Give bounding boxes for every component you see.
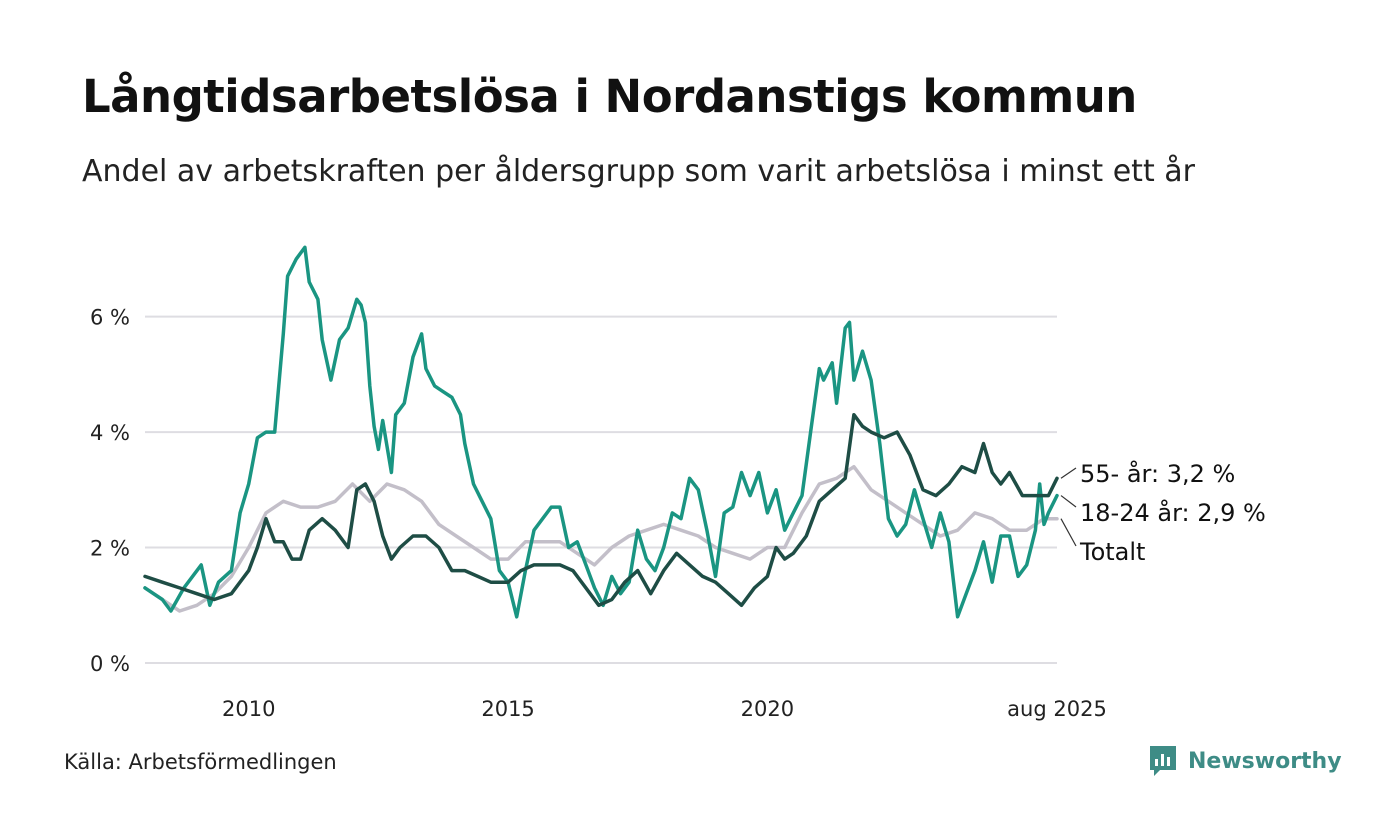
x-tick-label: aug 2025 (1007, 697, 1107, 721)
source-note: Källa: Arbetsförmedlingen (64, 750, 337, 774)
series-line (143, 412, 1059, 608)
y-axis-tick-labels: 0 % 2 % 4 % 6 % (90, 306, 130, 676)
series-end-label: 18-24 år: 2,9 % (1080, 498, 1266, 527)
y-tick-label: 4 % (90, 421, 130, 445)
series-lines (143, 245, 1059, 619)
brand-logo: Newsworthy (1148, 744, 1342, 778)
x-axis-tick-labels: 2010 2015 2020 aug 2025 (222, 697, 1107, 721)
series-line (143, 464, 1059, 613)
y-tick-label: 6 % (90, 306, 130, 330)
series-line (143, 245, 1059, 619)
series-end-label: Totalt (1079, 538, 1145, 566)
label-leader-line (1060, 518, 1077, 547)
y-tick-label: 2 % (90, 537, 130, 561)
label-leader-line (1060, 495, 1077, 508)
label-leader-line (1060, 467, 1077, 479)
newsworthy-logo-icon (1150, 746, 1176, 776)
x-tick-label: 2020 (741, 697, 794, 721)
gridlines (145, 315, 1057, 664)
chart-subtitle: Andel av arbetskraften per åldersgrupp s… (82, 154, 1195, 189)
x-tick-label: 2010 (222, 697, 275, 721)
chart-title: Långtidsarbetslösa i Nordanstigs kommun (82, 70, 1137, 123)
y-tick-label: 0 % (90, 652, 130, 676)
x-tick-label: 2015 (481, 697, 534, 721)
series-end-label: 55- år: 3,2 % (1080, 459, 1235, 488)
series-end-labels: 55- år: 3,2 % 18-24 år: 2,9 % Totalt (1060, 459, 1266, 566)
brand-name: Newsworthy (1188, 748, 1342, 774)
